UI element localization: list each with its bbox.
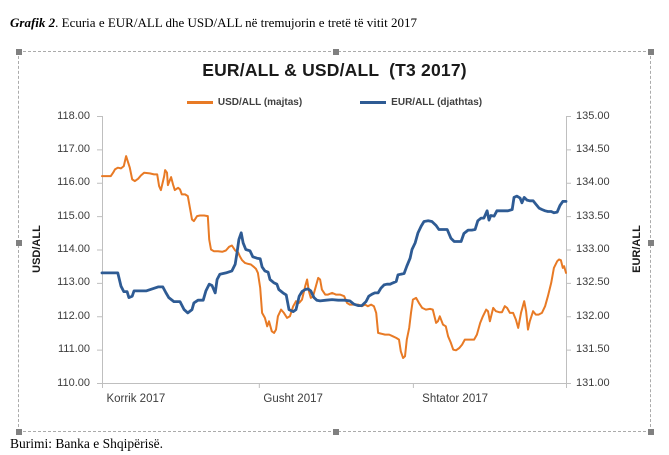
right-axis-tick-label: 132.00 [576, 309, 610, 322]
chart-legend: USD/ALL (majtas) EUR/ALL (djathtas) [18, 97, 651, 108]
left-axis-title: USD/ALL [31, 225, 43, 273]
resize-handle-middle-left[interactable] [16, 239, 22, 246]
right-axis-tick-label: 132.50 [576, 276, 610, 289]
left-axis-tick-label: 110.00 [57, 376, 90, 389]
usd-series-swatch-icon [186, 101, 213, 104]
figure-caption-number: Grafik 2 [10, 15, 56, 30]
chart-object-frame[interactable] [16, 49, 654, 435]
right-axis-tick-label: 134.50 [576, 142, 610, 155]
right-axis-title: EUR/ALL [631, 225, 643, 273]
legend-label-eur: EUR/ALL (djathtas) [391, 97, 483, 108]
right-axis-tick-label: 133.50 [576, 209, 610, 222]
resize-handle-bottom-left[interactable] [16, 429, 22, 435]
legend-item-eur: EUR/ALL (djathtas) [360, 97, 482, 108]
left-axis-tick-label: 116.00 [57, 176, 90, 189]
left-axis-tick-label: 113.00 [57, 276, 90, 289]
figure-caption-text: . Ecuria e EUR/ALL dhe USD/ALL në tremuj… [55, 15, 417, 30]
resize-handle-top-left[interactable] [16, 49, 22, 55]
left-axis-tick-label: 115.00 [57, 209, 90, 222]
left-axis-tick-label: 114.00 [57, 243, 90, 255]
right-axis-tick-label: 131.00 [576, 376, 610, 389]
left-axis-tick-label: 117.00 [57, 142, 90, 155]
source-note: Burimi: Banka e Shqipërisë. [10, 436, 163, 451]
eur-all-series-line [100, 194, 568, 315]
legend-label-usd: USD/ALL (majtas) [217, 97, 303, 108]
resize-handle-middle-right[interactable] [648, 239, 654, 246]
figure-caption: Grafik 2. Ecuria e EUR/ALL dhe USD/ALL n… [10, 15, 417, 31]
right-axis-tick-label: 135.00 [576, 109, 610, 122]
right-axis-tick-label: 131.50 [576, 343, 610, 356]
legend-item-usd: USD/ALL (majtas) [186, 97, 303, 108]
x-axis-tick-label: Korrik 2017 [106, 393, 166, 405]
resize-handle-top-right[interactable] [648, 49, 654, 55]
left-axis-tick-label: 112.00 [57, 309, 90, 322]
chart-title: EUR/ALL & USD/ALL (T3 2017) [202, 60, 467, 80]
usd-all-series-line [101, 155, 567, 359]
resize-handle-bottom-right[interactable] [648, 429, 654, 435]
x-axis-tick-label: Shtator 2017 [422, 393, 489, 405]
x-axis-tick-label: Gusht 2017 [263, 393, 323, 405]
left-axis-tick-label: 118.00 [57, 109, 90, 122]
left-axis-tick-label: 111.00 [57, 343, 90, 356]
right-axis-tick-label: 133.00 [576, 243, 610, 255]
resize-handle-top-middle[interactable] [332, 49, 339, 55]
right-axis-tick-label: 134.00 [576, 176, 610, 189]
resize-handle-bottom-middle[interactable] [332, 429, 339, 435]
eur-series-swatch-icon [360, 100, 387, 105]
